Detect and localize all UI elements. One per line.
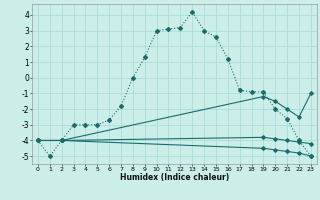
X-axis label: Humidex (Indice chaleur): Humidex (Indice chaleur) — [120, 173, 229, 182]
